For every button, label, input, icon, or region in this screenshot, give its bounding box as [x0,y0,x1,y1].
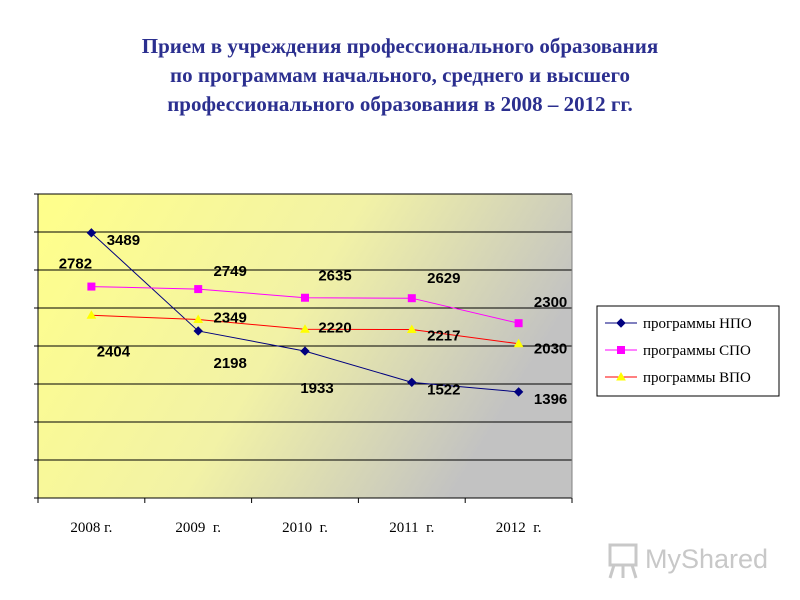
data-point [514,319,523,328]
legend-marker [616,371,626,381]
data-label: 2635 [318,268,351,285]
legend-label: программы СПО [643,343,751,359]
data-point [194,285,203,294]
legend-label: программы ВПО [643,370,751,386]
chart-title-line-3: профессионального образования в 2008 – 2… [167,92,633,116]
data-label: 1522 [427,381,460,398]
data-point [300,324,310,333]
data-point [193,314,204,323]
data-label: 1396 [534,391,567,408]
data-point [86,228,97,238]
chart-title-line-1: Прием в учреждения профессионального обр… [141,34,659,58]
watermark: MyShared [608,543,768,579]
legend-item: программы ВПО [605,370,751,386]
data-point [193,326,203,336]
data-label: 2220 [318,319,351,336]
watermark-text: MyShared [645,544,768,574]
data-point [87,282,96,291]
data-point [407,294,416,303]
x-tick-label: 2010 г. [282,520,328,536]
data-point [513,338,524,348]
chart-title: Прием в учреждения профессионального обр… [0,32,800,119]
presentation-board-icon [608,543,638,579]
legend-box [596,305,780,397]
x-tick-label: 2011 г. [389,520,434,536]
data-point [406,324,417,334]
data-label: 2198 [214,355,247,372]
data-label: 2030 [534,341,567,358]
data-point [407,377,417,388]
legend-label: программы НПО [643,316,752,332]
data-label: 2300 [534,294,567,311]
chart-title-line-2: по программам начального, среднего и выс… [170,63,630,87]
legend-marker [616,318,626,328]
data-point [86,310,97,319]
legend-item: программы НПО [605,316,752,332]
x-tick-label: 2012 г. [496,520,542,536]
data-label: 2349 [214,309,247,326]
x-tick-label: 2009 г. [175,520,221,536]
data-label: 2749 [214,263,247,280]
data-label: 1933 [300,380,333,397]
legend-item: программы СПО [605,343,751,359]
data-label: 2782 [59,256,92,273]
x-tick-label: 2008 г. [70,520,112,536]
data-point [300,346,310,356]
data-label: 3489 [107,232,140,249]
data-label: 2217 [427,328,460,345]
data-point [301,293,309,302]
data-label: 2404 [97,343,131,360]
legend-marker [617,346,625,354]
data-point [513,387,524,397]
data-label: 2629 [427,270,460,287]
